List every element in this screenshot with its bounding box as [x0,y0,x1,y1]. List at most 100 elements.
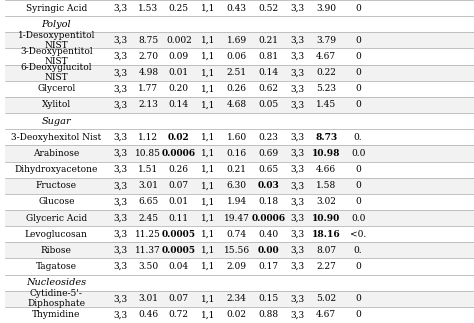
Text: 2.51: 2.51 [227,68,246,77]
Text: 0.06: 0.06 [227,52,246,61]
Text: 1,1: 1,1 [201,294,215,303]
Text: 3,3: 3,3 [290,52,304,61]
Text: 0: 0 [355,4,361,13]
Text: 0.0005: 0.0005 [162,246,196,255]
Text: 3-Deoxyhexitol Nist: 3-Deoxyhexitol Nist [11,133,101,142]
FancyBboxPatch shape [5,129,474,145]
Text: 0.26: 0.26 [227,84,246,93]
FancyBboxPatch shape [5,145,474,162]
Text: 0.81: 0.81 [258,52,279,61]
Text: 3,3: 3,3 [290,84,304,93]
Text: 1.53: 1.53 [138,4,158,13]
Text: 0.0006: 0.0006 [162,149,196,158]
Text: 0.0: 0.0 [351,149,365,158]
Text: Glucose: Glucose [38,197,74,206]
Text: 3.79: 3.79 [316,36,336,45]
Text: 1.77: 1.77 [138,84,158,93]
Text: 0: 0 [355,36,361,45]
Text: 3,3: 3,3 [114,246,128,255]
Text: <0.: <0. [350,230,366,239]
Text: 0.: 0. [354,246,363,255]
Text: 0.07: 0.07 [169,181,189,190]
Text: 3,3: 3,3 [290,36,304,45]
Text: 4.66: 4.66 [316,165,336,174]
Text: 3,3: 3,3 [290,165,304,174]
Text: 3,3: 3,3 [114,165,128,174]
Text: 0.05: 0.05 [258,100,279,109]
Text: 1,1: 1,1 [201,197,215,206]
Text: 3,3: 3,3 [290,262,304,271]
Text: 3,3: 3,3 [114,294,128,303]
Text: 8.73: 8.73 [315,133,337,142]
Text: 3.90: 3.90 [316,4,336,13]
Text: 0: 0 [355,84,361,93]
Text: 0.14: 0.14 [258,68,279,77]
Text: 0.0006: 0.0006 [251,214,285,223]
Text: 1,1: 1,1 [201,4,215,13]
Text: Polyol: Polyol [42,20,71,29]
Text: 0.15: 0.15 [258,294,279,303]
Text: 0.65: 0.65 [258,165,279,174]
Text: 0.01: 0.01 [169,197,189,206]
Text: 0.20: 0.20 [169,84,189,93]
Text: 0.18: 0.18 [258,197,279,206]
Text: 3,3: 3,3 [114,262,128,271]
Text: 3.02: 3.02 [316,197,336,206]
Text: 0.0005: 0.0005 [162,230,196,239]
Text: 1.45: 1.45 [316,100,336,109]
Text: 3,3: 3,3 [114,149,128,158]
Text: Levoglucosan: Levoglucosan [25,230,88,239]
Text: 3,3: 3,3 [114,230,128,239]
Text: 1,1: 1,1 [201,36,215,45]
Text: 3-Deoxypentitol
NIST: 3-Deoxypentitol NIST [20,47,92,66]
Text: 0: 0 [355,165,361,174]
Text: 2.70: 2.70 [138,52,158,61]
Text: 0.62: 0.62 [258,84,278,93]
Text: Cytidine-5'-
Diphosphate: Cytidine-5'- Diphosphate [27,289,85,308]
Text: 0.0: 0.0 [351,214,365,223]
Text: 3,3: 3,3 [114,4,128,13]
Text: 1-Desoxypentitol
NIST: 1-Desoxypentitol NIST [18,31,95,50]
Text: 0.52: 0.52 [258,4,279,13]
FancyBboxPatch shape [5,97,474,113]
Text: 1,1: 1,1 [201,310,215,319]
Text: 2.13: 2.13 [138,100,158,109]
Text: 0: 0 [355,294,361,303]
Text: 0: 0 [355,52,361,61]
FancyBboxPatch shape [5,32,474,48]
Text: 18.16: 18.16 [312,230,340,239]
Text: Xylitol: Xylitol [42,100,71,109]
Text: 1.58: 1.58 [316,181,336,190]
FancyBboxPatch shape [5,178,474,194]
Text: 0.69: 0.69 [258,149,279,158]
Text: 0.: 0. [354,133,363,142]
Text: 5.23: 5.23 [316,84,336,93]
Text: 0.16: 0.16 [227,149,246,158]
Text: 1,1: 1,1 [201,100,215,109]
Text: 3,3: 3,3 [290,68,304,77]
Text: 0.02: 0.02 [168,133,190,142]
Text: 11.37: 11.37 [136,246,161,255]
Text: 1,1: 1,1 [201,181,215,190]
Text: 0: 0 [355,100,361,109]
Text: Arabinose: Arabinose [33,149,80,158]
Text: 1.60: 1.60 [227,133,246,142]
Text: Nucleosides: Nucleosides [26,278,86,287]
Text: 0.01: 0.01 [169,68,189,77]
Text: Glyceric Acid: Glyceric Acid [26,214,87,223]
Text: 1,1: 1,1 [201,149,215,158]
Text: 8.07: 8.07 [316,246,336,255]
FancyBboxPatch shape [5,210,474,226]
Text: 3,3: 3,3 [290,310,304,319]
Text: 0: 0 [355,262,361,271]
Text: 3,3: 3,3 [114,52,128,61]
Text: 3,3: 3,3 [114,100,128,109]
Text: 10.85: 10.85 [135,149,161,158]
Text: 0.002: 0.002 [166,36,191,45]
Text: 3,3: 3,3 [290,4,304,13]
Text: 1,1: 1,1 [201,214,215,223]
Text: 1.69: 1.69 [227,36,246,45]
Text: 3,3: 3,3 [114,214,128,223]
Text: 6.30: 6.30 [227,181,246,190]
FancyBboxPatch shape [5,65,474,81]
